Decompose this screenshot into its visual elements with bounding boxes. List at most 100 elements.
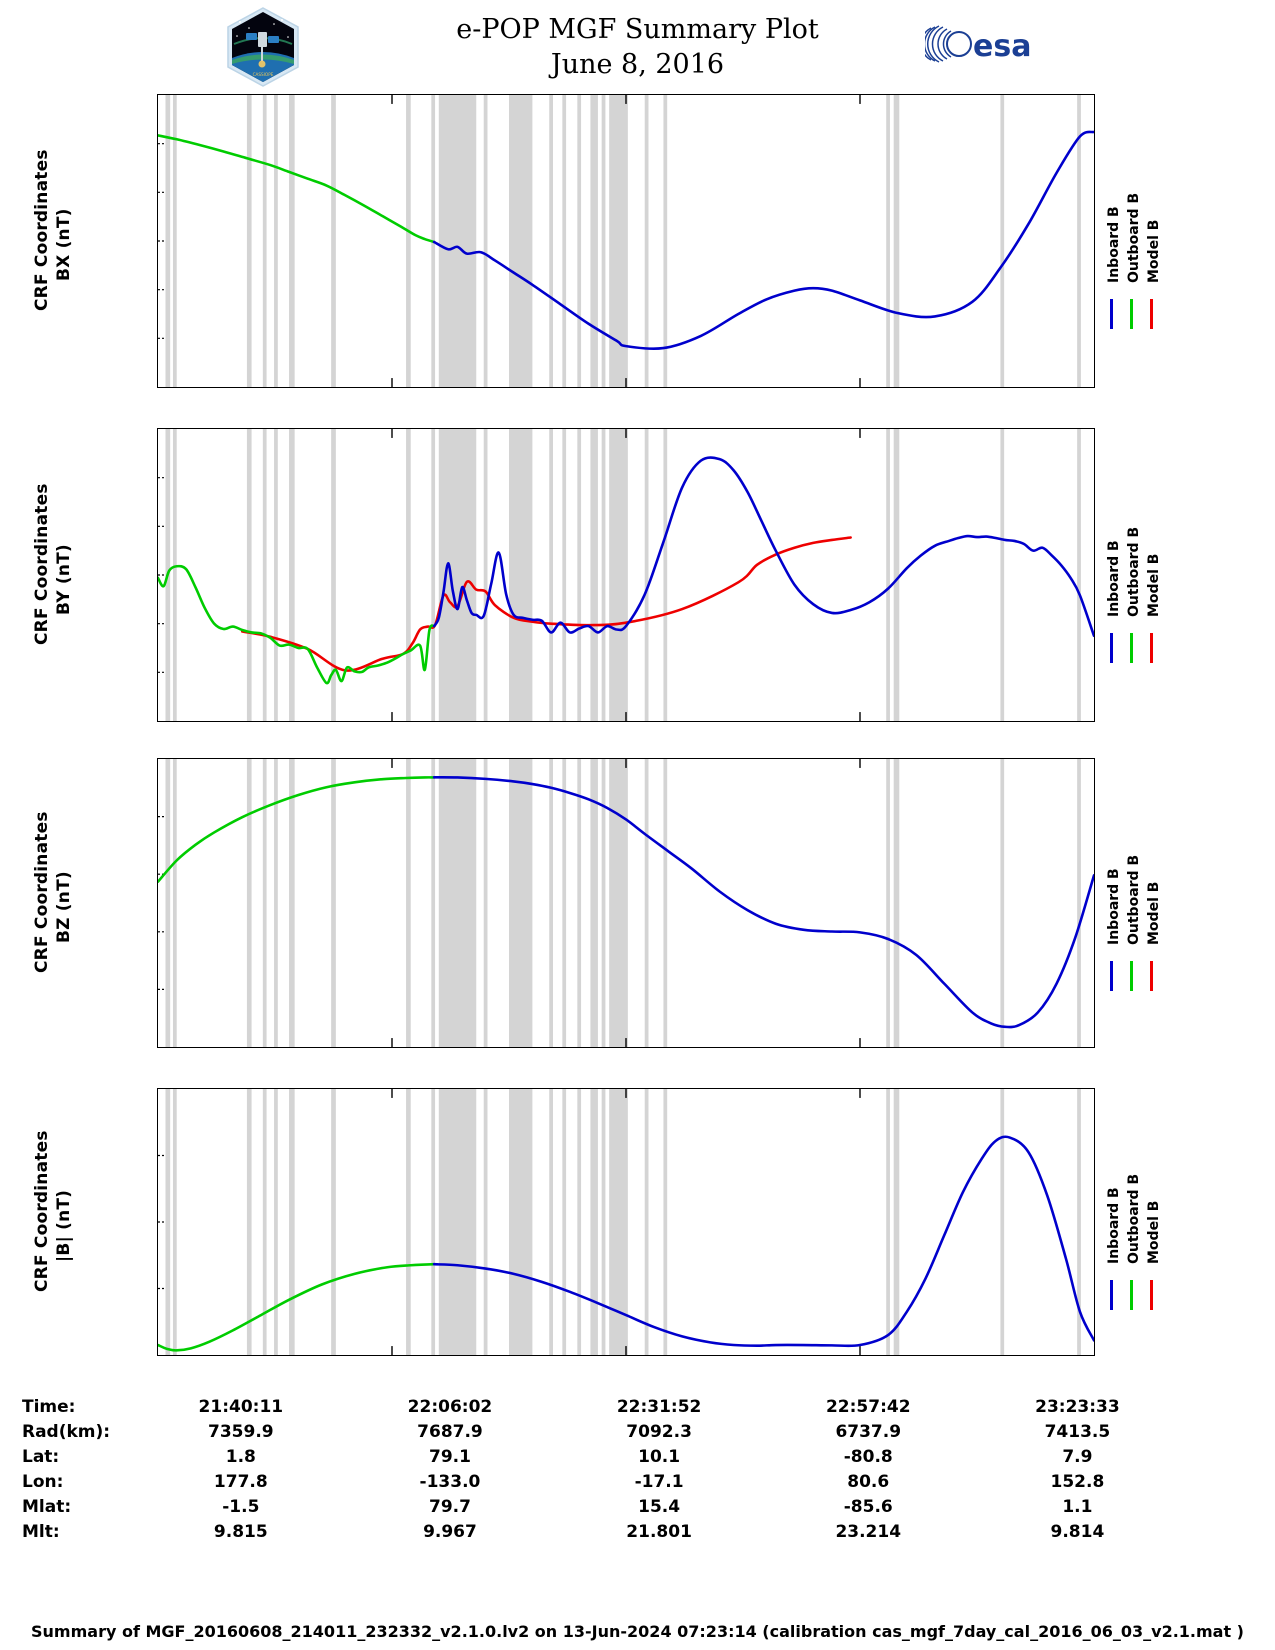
legend-label: Inboard B — [1106, 868, 1122, 945]
data-gap-band — [1077, 95, 1081, 387]
plot-area-by[interactable] — [157, 428, 1095, 722]
data-gap-band — [549, 429, 553, 721]
row-label: Mlat: — [22, 1496, 72, 1517]
plot-svg-bmag — [158, 1089, 1094, 1355]
data-gap-band — [172, 1089, 177, 1355]
data-gap-band — [509, 1089, 533, 1355]
row-value: 152.8 — [1050, 1471, 1105, 1492]
row-value: 79.1 — [428, 1446, 471, 1467]
row-value: 10.1 — [638, 1446, 681, 1467]
row-value: 7359.9 — [208, 1421, 274, 1442]
data-gap-band — [1000, 759, 1005, 1047]
data-gap-band — [246, 429, 252, 721]
legend-swatch — [1150, 961, 1153, 991]
y-tick-labels-by: 3000200010000-1000-2000-3000 — [0, 428, 150, 722]
data-gap-band — [483, 1089, 488, 1355]
data-gap-band — [165, 759, 171, 1047]
data-gap-band — [274, 1089, 278, 1355]
data-gap-band — [246, 759, 252, 1047]
data-gap-band — [289, 95, 295, 387]
table-row: Mlat: -1.5 79.7 15.4 -85.6 1.1 — [22, 1494, 1182, 1519]
data-gap-band — [549, 95, 553, 387]
data-gap-band — [438, 429, 477, 721]
data-gap-band — [1000, 95, 1005, 387]
row-value: 22:06:02 — [407, 1396, 493, 1417]
epop-mission-patch-icon: CASSIOPE — [222, 6, 304, 88]
data-gap-band — [483, 759, 488, 1047]
table-row: Rad(km): 7359.9 7687.9 7092.3 6737.9 7413.5 — [22, 1419, 1182, 1444]
data-gap-band — [577, 759, 582, 1047]
legend-label: Outboard B — [1126, 192, 1142, 283]
row-value: 7.9 — [1062, 1446, 1093, 1467]
legend-swatch — [1130, 1280, 1133, 1310]
data-gap-band — [562, 95, 567, 387]
plot-area-bmag[interactable] — [157, 1088, 1095, 1356]
data-gap-band — [549, 1089, 553, 1355]
svg-text:CASSIOPE: CASSIOPE — [253, 72, 274, 77]
legend-label: Model B — [1146, 1200, 1162, 1264]
row-value: 23:23:33 — [1035, 1396, 1120, 1417]
data-gap-band — [609, 1089, 626, 1355]
table-row: Lon: 177.8 -133.0 -17.1 80.6 152.8 — [22, 1469, 1182, 1494]
row-value: 23.214 — [835, 1521, 902, 1542]
legend-label: Model B — [1146, 219, 1162, 283]
legend-label: Model B — [1146, 553, 1162, 617]
row-value: 1.1 — [1062, 1496, 1093, 1517]
legend-label: Inboard B — [1106, 206, 1122, 283]
legend-swatch — [1110, 1280, 1113, 1310]
data-gap-band — [406, 759, 411, 1047]
data-gap-band — [590, 429, 598, 721]
title-main: e-POP MGF Summary Plot — [456, 14, 819, 45]
data-gap-band — [886, 429, 890, 721]
legend-label: Outboard B — [1126, 1173, 1142, 1264]
data-gap-band — [562, 429, 567, 721]
row-value: 7092.3 — [626, 1421, 692, 1442]
data-gap-band — [590, 1089, 598, 1355]
chart-panel-bmag: CRF Coordinates|B| (nT)60000500004000030… — [0, 1088, 1275, 1356]
data-gap-band — [893, 95, 900, 387]
series-line-outboard-b — [158, 1262, 436, 1352]
data-gap-band — [1000, 1089, 1005, 1355]
table-row: Time: 21:40:11 22:06:02 22:31:52 22:57:42 23:… — [22, 1394, 1182, 1419]
legend-swatch — [1110, 633, 1113, 663]
data-gap-band — [601, 429, 606, 721]
data-gap-band — [663, 429, 668, 721]
data-gap-band — [509, 759, 533, 1047]
data-gap-band — [549, 759, 553, 1047]
data-gap-band — [289, 429, 295, 721]
data-gap-band — [509, 95, 533, 387]
legend-label: Inboard B — [1106, 540, 1122, 617]
data-gap-band — [246, 95, 252, 387]
plot-area-bz[interactable] — [157, 758, 1095, 1048]
row-value: 21:40:11 — [198, 1396, 284, 1417]
row-value: 7687.9 — [417, 1421, 483, 1442]
plot-svg-bx — [158, 95, 1094, 387]
data-gap-band — [1077, 429, 1081, 721]
data-gap-band — [274, 759, 278, 1047]
ephemeris-table-grid: Time: 21:40:11 22:06:02 22:31:52 22:57:42 23:… — [22, 1394, 1182, 1544]
data-gap-band — [165, 1089, 171, 1355]
data-gap-band — [601, 759, 606, 1047]
row-value: -85.6 — [843, 1496, 893, 1517]
data-gap-band — [577, 429, 582, 721]
plot-area-bx[interactable] — [157, 94, 1095, 388]
row-value: 22:57:42 — [825, 1396, 911, 1417]
data-gap-band — [406, 95, 411, 387]
legend-bmag: Inboard B Outboard B Model B — [1100, 1088, 1210, 1356]
series-line-outboard-b — [158, 134, 436, 244]
data-gap-band — [262, 759, 267, 1047]
legend-swatch — [1130, 633, 1133, 663]
data-gap-band — [262, 1089, 267, 1355]
legend-label: Outboard B — [1126, 854, 1142, 945]
legend-swatch — [1110, 961, 1113, 991]
data-gap-band — [406, 1089, 411, 1355]
row-value: 80.6 — [847, 1471, 890, 1492]
data-gap-band — [1077, 1089, 1081, 1355]
y-tick-labels-bmag: 6000050000400003000020000 — [0, 1088, 150, 1356]
data-gap-band — [624, 1089, 628, 1355]
data-gap-band — [663, 759, 668, 1047]
data-gap-band — [274, 95, 278, 387]
title-date: June 8, 2016 — [550, 49, 725, 81]
data-gap-band — [590, 95, 598, 387]
